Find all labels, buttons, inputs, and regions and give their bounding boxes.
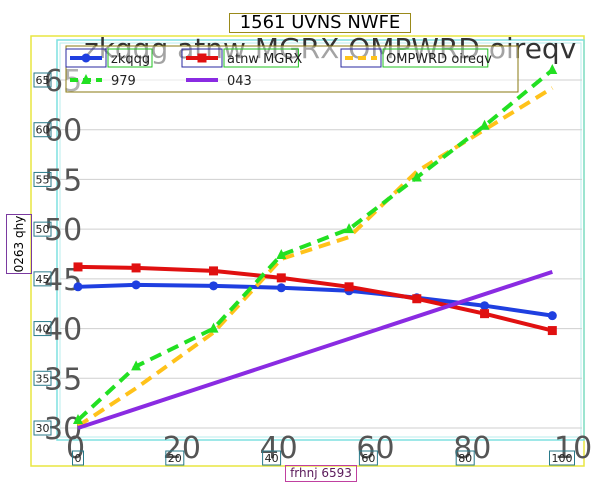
x-tick-label-large: 0 (66, 431, 85, 466)
y-tick-label: 65 (36, 74, 50, 87)
legend-marker (197, 53, 207, 63)
y-tick-label: 40 (36, 323, 50, 336)
data-point (208, 322, 219, 333)
data-point (344, 223, 355, 234)
data-point (276, 273, 286, 283)
x-tick-label: 40 (265, 452, 279, 465)
data-point (73, 414, 83, 425)
y-tick-label: 55 (36, 173, 50, 186)
data-point (209, 281, 219, 291)
legend-label: 979 (111, 74, 136, 89)
series-line-4 (77, 269, 553, 430)
data-point (209, 266, 219, 276)
legend-label-box (382, 48, 489, 68)
x-tick-box (549, 450, 575, 466)
series-line-1 (77, 264, 553, 333)
x-tick-label-large: 80 (453, 431, 491, 466)
x-tick-box (262, 450, 282, 466)
y-tick-label-large: 30 (44, 412, 82, 447)
legend-box (65, 45, 519, 93)
data-point (131, 263, 141, 273)
y-tick-label-large: 40 (44, 313, 82, 348)
y-tick-box (33, 420, 52, 436)
legend-label-box (107, 48, 153, 68)
y-tick-box (33, 321, 52, 337)
data-point (73, 262, 83, 272)
series-line-3 (76, 68, 554, 422)
y-tick-label: 60 (36, 124, 50, 137)
chart-title: 1561 UVNS NWFE (229, 13, 411, 33)
x-tick-label: 60 (361, 452, 375, 465)
series-line-2 (76, 86, 554, 428)
x-tick-box (358, 450, 378, 466)
data-point (547, 326, 557, 336)
y-tick-label: 30 (36, 422, 50, 435)
x-tick-label: 100 (552, 452, 573, 465)
y-tick-box (33, 171, 52, 187)
x-tick-label-large: 20 (163, 431, 201, 466)
legend-marker (81, 53, 91, 63)
y-tick-label: 50 (36, 223, 50, 236)
y-tick-box (33, 370, 52, 386)
data-point (276, 283, 286, 293)
data-point (344, 282, 354, 292)
legend-label: atnw MGRX (227, 52, 302, 67)
legend-handle-box (65, 48, 107, 68)
plot-frame (56, 39, 585, 441)
y-tick-label-large: 60 (44, 114, 82, 149)
data-point (131, 360, 142, 371)
legend-label: zkqqg (111, 52, 150, 67)
y-tick-box (33, 271, 52, 287)
x-tick-box (165, 450, 185, 466)
y-tick-label-large: 35 (44, 362, 82, 397)
data-point (412, 294, 422, 304)
x-tick-box (72, 450, 84, 466)
legend-handle-box (340, 48, 382, 68)
x-tick-box (455, 450, 475, 466)
plot-frame-inner (59, 42, 582, 438)
x-tick-label: 0 (75, 452, 82, 465)
legend-marker (81, 74, 91, 84)
x-tick-label-large: 10 (554, 431, 592, 466)
data-point (547, 311, 557, 321)
legend-label: OMPWRD oireqv (386, 52, 492, 67)
y-axis-label-box (6, 214, 32, 274)
y-tick-box (33, 122, 52, 138)
data-point (547, 64, 558, 75)
legend-label-box (223, 48, 299, 68)
y-tick-box (33, 221, 52, 237)
y-axis-label: 0263 qhy (12, 215, 26, 273)
data-point (73, 282, 83, 292)
legend-handle-box (181, 48, 223, 68)
x-tick-label: 20 (168, 452, 182, 465)
legend-label: 043 (227, 74, 252, 89)
data-point (479, 119, 490, 130)
series-line-0 (77, 282, 553, 318)
y-tick-label-large: 55 (44, 163, 82, 198)
data-point (276, 248, 287, 259)
data-point (411, 171, 422, 182)
data-point (480, 309, 490, 319)
data-point (131, 280, 141, 290)
x-tick-label: 80 (458, 452, 472, 465)
y-tick-box (33, 72, 52, 88)
x-tick-label-large: 60 (356, 431, 394, 466)
y-tick-label: 45 (36, 273, 50, 286)
x-axis-label: frhnj 6593 (285, 465, 357, 482)
y-tick-label: 35 (36, 372, 50, 385)
y-tick-label-large: 50 (44, 213, 82, 248)
data-point (480, 301, 490, 311)
x-tick-label-large: 40 (260, 431, 298, 466)
